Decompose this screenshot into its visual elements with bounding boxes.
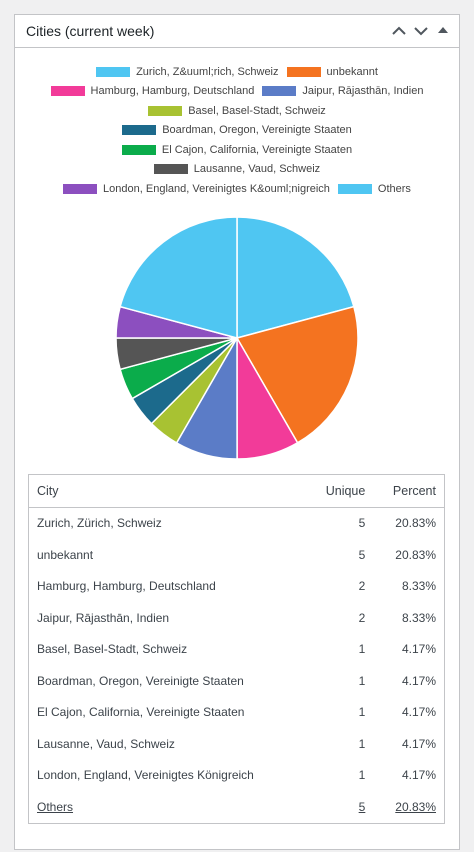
- table-cell: London, England, Vereinigtes Königreich: [37, 768, 254, 783]
- legend-swatch: [153, 164, 188, 175]
- table-cell: 2: [358, 610, 366, 625]
- legend-row: El Cajon, California, Vereinigte Staaten: [15, 140, 459, 160]
- widget-title: Cities (current week): [26, 23, 155, 39]
- table-cell: 1: [358, 736, 366, 751]
- legend-label: unbekannt: [326, 65, 378, 78]
- table-cell: Boardman, Oregon, Vereinigte Staaten: [37, 673, 244, 688]
- legend-row: Basel, Basel-Stadt, Schweiz: [15, 101, 459, 121]
- table-row: Zurich, Zürich, Schweiz 5 20.83%: [29, 507, 445, 539]
- legend-swatch: [96, 66, 131, 77]
- legend-item: El Cajon, California, Vereinigte Staaten: [121, 143, 353, 156]
- table-cell: Zurich, Zürich, Schweiz: [37, 516, 162, 531]
- legend-swatch: [262, 86, 297, 97]
- table-cell: 1: [358, 642, 366, 657]
- legend-item: Hamburg, Hamburg, Deutschland: [50, 85, 255, 98]
- pie-slice: [236, 216, 355, 339]
- legend-swatch: [50, 86, 85, 97]
- table-cell: 4.17%: [401, 705, 436, 720]
- widget-header: Cities (current week): [15, 15, 459, 48]
- column-header: City: [28, 474, 307, 508]
- table-cell: unbekannt: [37, 547, 94, 562]
- table-cell: 2: [358, 579, 366, 594]
- table-cell: 20.83%: [395, 547, 436, 562]
- table-cell: 1: [358, 705, 366, 720]
- legend-label: Jaipur, Rājasthān, Indien: [302, 85, 424, 98]
- table-cell: 4.17%: [401, 736, 436, 751]
- legend-item: London, England, Vereinigtes K&ouml;nigr…: [63, 183, 330, 195]
- move-down-button[interactable]: [414, 27, 428, 36]
- legend-label: Basel, Basel-Stadt, Schweiz: [188, 104, 326, 117]
- legend-label: Others: [377, 182, 411, 195]
- table-cell: 4.17%: [401, 768, 436, 783]
- legend-row: Hamburg, Hamburg, Deutschland Jaipur, Rāj…: [15, 82, 459, 102]
- table-header: City Unique Percent: [28, 474, 445, 508]
- table-cell: 1: [358, 673, 366, 688]
- table-cell: 8.33%: [401, 579, 436, 594]
- legend-row: London, England, Vereinigtes K&ouml;nigr…: [15, 179, 459, 199]
- table-cell: Lausanne, Vaud, Schweiz: [37, 736, 175, 751]
- table-row: Hamburg, Hamburg, Deutschland 2 8.33%: [29, 571, 445, 603]
- table-cell: Jaipur, Rājasthān, Indien: [37, 610, 170, 625]
- legend-swatch: [337, 183, 372, 194]
- table-link[interactable]: 5: [358, 799, 366, 814]
- legend-item: Basel, Basel-Stadt, Schweiz: [148, 105, 326, 117]
- legend-label: Zurich, Z&uuml;rich, Schweiz: [136, 65, 279, 78]
- toggle-button[interactable]: [438, 27, 448, 33]
- pie-slice: [119, 216, 238, 339]
- table-cell: 4.17%: [401, 642, 436, 657]
- legend-swatch: [121, 144, 156, 155]
- legend-label: Boardman, Oregon, Vereinigte Staaten: [162, 124, 352, 137]
- legend-item: unbekannt: [286, 65, 378, 78]
- move-up-button[interactable]: [392, 26, 406, 35]
- legend-row: Lausanne, Vaud, Schweiz: [15, 160, 459, 180]
- legend-label: Lausanne, Vaud, Schweiz: [193, 163, 321, 176]
- data-table: City Unique Percent Zurich, Zürich, Schweiz…: [28, 474, 445, 824]
- table-cell: 5: [307, 791, 373, 823]
- legend-item: Lausanne, Vaud, Schweiz: [153, 163, 321, 176]
- widget: Cities (current week) Zurich, Z&uuml;ric…: [14, 14, 460, 850]
- column-header: Percent: [373, 474, 445, 508]
- legend-item: Boardman, Oregon, Vereinigte Staaten: [122, 124, 352, 136]
- pie-chart: [115, 216, 359, 460]
- table-cell: 4.17%: [401, 673, 436, 688]
- table-row: Jaipur, Rājasthān, Indien 2 8.33%: [29, 602, 445, 634]
- table-row: unbekannt 5 20.83%: [29, 539, 445, 571]
- pie-slice: [235, 305, 359, 444]
- table-row: Lausanne, Vaud, Schweiz 1 4.17%: [29, 728, 445, 760]
- table-cell: El Cajon, California, Vereinigte Staaten: [37, 705, 245, 720]
- legend-label: El Cajon, California, Vereinigte Staaten: [161, 143, 353, 156]
- legend-row: Boardman, Oregon, Vereinigte Staaten: [15, 121, 459, 141]
- table-row: Boardman, Oregon, Vereinigte Staaten 1 4.1…: [29, 665, 445, 697]
- table-row: El Cajon, California, Vereinigte Staaten…: [29, 697, 445, 729]
- legend-swatch: [122, 125, 157, 136]
- legend-label: London, England, Vereinigtes K&ouml;nigr…: [103, 182, 330, 195]
- legend-item: Jaipur, Rājasthān, Indien: [262, 85, 423, 97]
- legend-label: Hamburg, Hamburg, Deutschland: [90, 85, 255, 98]
- table-cell: Hamburg, Hamburg, Deutschland: [37, 579, 216, 594]
- header-controls: [392, 26, 448, 36]
- table-row: London, England, Vereinigtes Königreich 1…: [29, 760, 445, 792]
- table-cell: Basel, Basel-Stadt, Schweiz: [37, 642, 188, 657]
- table-row: Basel, Basel-Stadt, Schweiz 1 4.17%: [29, 634, 445, 666]
- legend-swatch: [148, 105, 183, 116]
- table-cell: 20.83%: [395, 516, 436, 531]
- legend-swatch: [286, 66, 321, 77]
- table-cell: Others: [29, 791, 307, 823]
- table-row: Others 5 20.83%: [29, 791, 445, 823]
- table-cell: 5: [358, 547, 366, 562]
- table-cell: 1: [358, 768, 366, 783]
- table-cell: 20.83%: [373, 791, 444, 823]
- legend: Zurich, Z&uuml;rich, Schweiz unbekannt Ham…: [15, 62, 459, 199]
- table-link[interactable]: Others: [37, 799, 74, 814]
- legend-swatch: [63, 183, 98, 194]
- table-cell: 8.33%: [401, 610, 436, 625]
- table-link[interactable]: 20.83%: [395, 799, 436, 814]
- column-header: Unique: [306, 474, 374, 508]
- table-cell: 5: [358, 516, 366, 531]
- legend-item: Zurich, Z&uuml;rich, Schweiz: [96, 65, 279, 78]
- legend-row: Zurich, Z&uuml;rich, Schweiz unbekannt: [15, 62, 459, 82]
- legend-item: Others: [337, 182, 411, 195]
